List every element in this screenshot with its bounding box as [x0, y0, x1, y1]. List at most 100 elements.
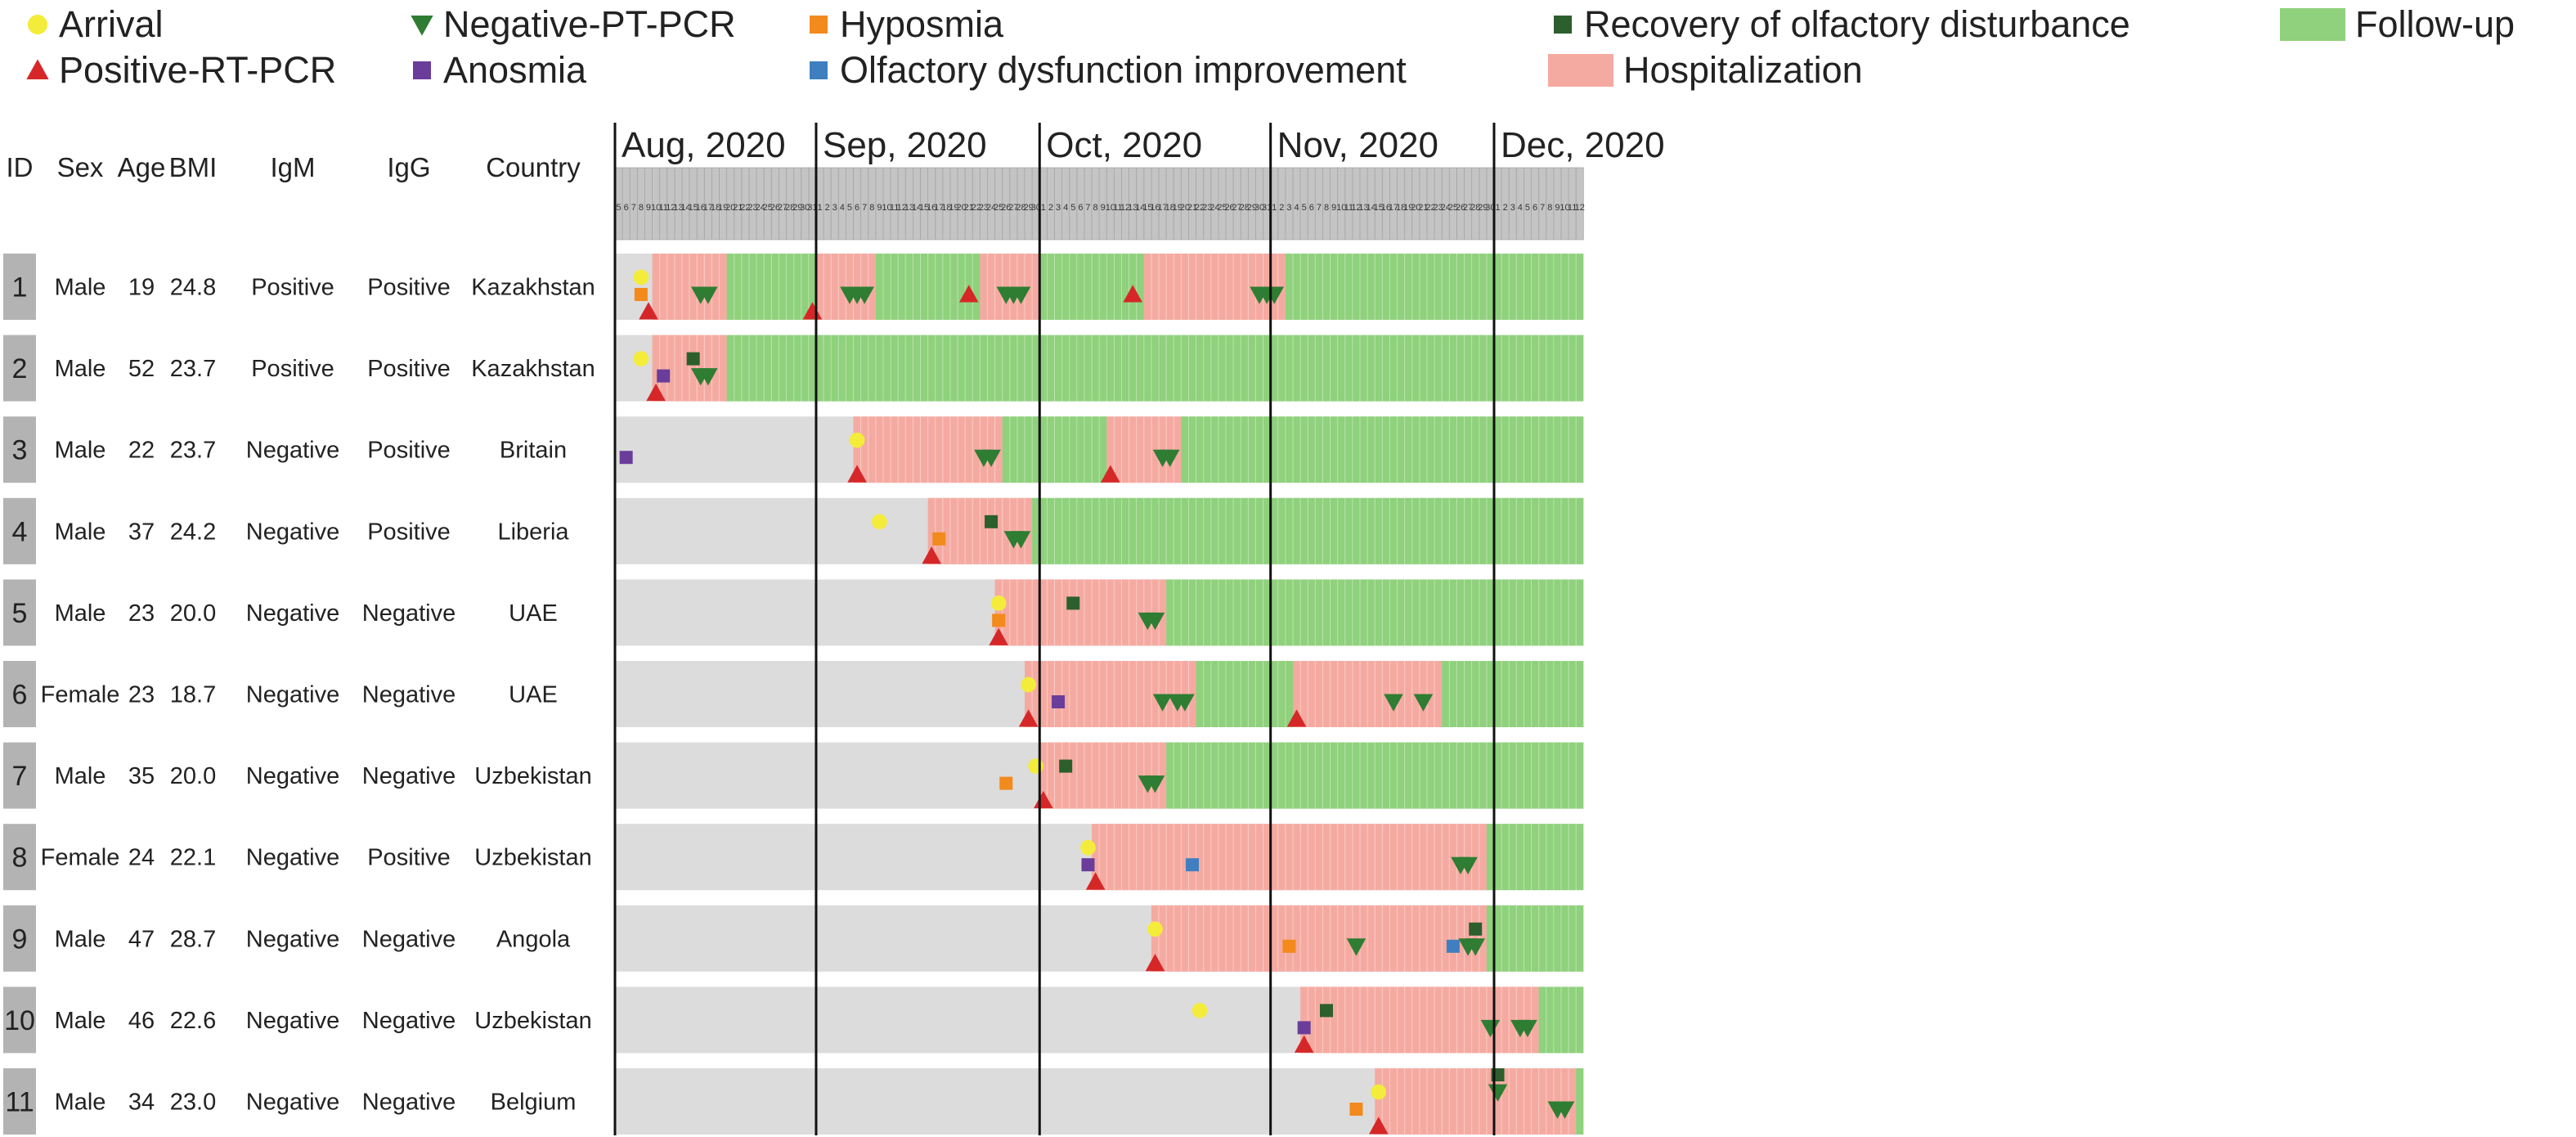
day-tick-label: 11: [890, 203, 899, 213]
month-label: Aug, 2020: [622, 125, 786, 165]
day-tick-label: 21: [1418, 203, 1428, 213]
arrival-marker: [633, 269, 649, 285]
month-label: Dec, 2020: [1501, 125, 1665, 165]
patient-bmi: 24.8: [170, 275, 216, 301]
patient-igm: Negative: [246, 682, 339, 708]
patient-row: 3 Male 22 23.7 Negative Positive Britain: [3, 416, 1584, 483]
negative-pcr-marker: [1145, 775, 1165, 793]
day-tick-label: 12: [1120, 203, 1130, 213]
day-tick-label: 15: [1374, 203, 1384, 213]
day-tick-label: 20: [725, 203, 735, 213]
day-tick-label: 10: [1336, 203, 1346, 213]
negative-pcr-marker: [1465, 938, 1485, 956]
patient-sex: Male: [55, 1090, 106, 1116]
positive-pcr-marker: [847, 465, 867, 483]
legend-arrival-marker: [27, 14, 48, 35]
day-tick-label: 9: [646, 203, 651, 213]
positive-pcr-marker: [1085, 872, 1106, 890]
follow-up-bar: [1538, 986, 1584, 1054]
day-tick-label: 6: [1309, 203, 1314, 213]
patient-igg: Positive: [367, 845, 451, 871]
patient-igm: Negative: [246, 926, 339, 952]
day-tick-label: 5: [847, 203, 852, 213]
legend-hospitalization-swatch: [1548, 54, 1613, 87]
day-tick-label: 9: [877, 203, 882, 213]
day-tick-label: 17: [1157, 203, 1167, 213]
day-tick-label: 28: [1240, 203, 1250, 213]
day-tick-label: 27: [1008, 203, 1018, 213]
patient-sex: Male: [55, 763, 106, 789]
arrival-marker: [1021, 676, 1036, 693]
patient-igm: Negative: [246, 1008, 339, 1034]
hospitalization-bar: [1151, 905, 1487, 972]
legend-positive-rt-pcr-label: Positive-RT-PCR: [59, 49, 336, 91]
day-tick-label: 5: [1525, 203, 1530, 213]
patient-id: 8: [12, 843, 28, 874]
legend-recovery-of-olfactory-disturbance-label: Recovery of olfactory disturbance: [1584, 3, 2130, 45]
negative-pcr-marker: [1145, 612, 1165, 631]
month-label: Oct, 2020: [1046, 125, 1202, 165]
day-tick-label: 4: [1295, 203, 1299, 213]
day-tick-label: 17: [934, 203, 944, 213]
day-tick-label: 5: [1302, 203, 1307, 213]
patient-country: Uzbekistan: [474, 1008, 591, 1034]
month-label: Nov, 2020: [1277, 125, 1438, 165]
negative-pcr-marker: [1555, 1101, 1575, 1119]
positive-pcr-marker: [1286, 709, 1307, 727]
day-tick-label: 17: [1389, 203, 1398, 213]
negative-pcr-marker: [1175, 694, 1195, 712]
month-label: Sep, 2020: [823, 125, 987, 165]
patient-country: UAE: [509, 682, 558, 708]
negative-pcr-marker: [1011, 531, 1031, 549]
day-tick-label: 22: [740, 203, 750, 213]
column-header-age: Age: [118, 152, 166, 182]
positive-pcr-marker: [1101, 465, 1120, 483]
negative-pcr-marker: [698, 368, 718, 386]
follow-up-bar: [1181, 416, 1584, 483]
patient-igg: Negative: [362, 600, 456, 627]
patient-igg: Positive: [367, 356, 451, 382]
day-tick-label: 12: [1351, 203, 1361, 213]
legend-negative-pt-pcr-marker: [411, 16, 433, 36]
day-tick-label: 7: [1085, 203, 1090, 213]
patient-age: 46: [128, 1008, 155, 1034]
patient-country: Belgium: [491, 1090, 577, 1116]
legend-olfactory-dysfunction-improvement-label: Olfactory dysfunction improvement: [840, 49, 1407, 91]
positive-pcr-marker: [989, 627, 1008, 645]
day-tick-label: 23: [1434, 203, 1443, 213]
day-tick-label: 23: [747, 203, 757, 213]
day-tick-label: 10: [651, 203, 661, 213]
negative-pcr-marker: [1458, 856, 1478, 874]
negative-pcr-marker: [1160, 449, 1180, 467]
day-tick-label: 2: [1503, 203, 1508, 213]
day-tick-label: 29: [1247, 203, 1257, 213]
follow-up-bar: [1486, 824, 1584, 891]
day-tick-label: 7: [1540, 203, 1545, 213]
day-tick-label: 1: [1495, 203, 1500, 213]
patient-sex: Male: [55, 926, 106, 952]
day-tick-label: 22: [1425, 203, 1435, 213]
patient-id: 10: [4, 1005, 35, 1036]
day-tick-label: 24: [986, 203, 996, 213]
follow-up-bar: [1442, 661, 1584, 727]
positive-pcr-marker: [1018, 709, 1039, 727]
patient-igm: Negative: [246, 845, 339, 871]
legend-anosmia-marker: [413, 61, 431, 79]
day-tick-label: 14: [912, 203, 922, 213]
day-tick-label: 19: [718, 203, 728, 213]
legend-positive-rt-pcr-marker: [26, 59, 49, 79]
day-tick-label: 29: [792, 203, 802, 213]
patient-row: 5 Male 23 20.0 Negative Negative UAE: [3, 579, 1584, 646]
follow-up-bar: [1032, 497, 1584, 564]
patient-country: Liberia: [497, 519, 569, 545]
day-tick-label: 16: [1381, 203, 1391, 213]
patient-sex: Male: [55, 519, 106, 545]
arrival-marker: [1147, 921, 1163, 937]
patient-country: Uzbekistan: [474, 763, 591, 789]
day-tick-label: 20: [956, 203, 966, 213]
hyposmia-marker: [1282, 939, 1296, 953]
day-tick-label: 8: [639, 203, 644, 213]
day-tick-label: 16: [696, 203, 706, 213]
hyposmia-marker: [932, 532, 946, 546]
